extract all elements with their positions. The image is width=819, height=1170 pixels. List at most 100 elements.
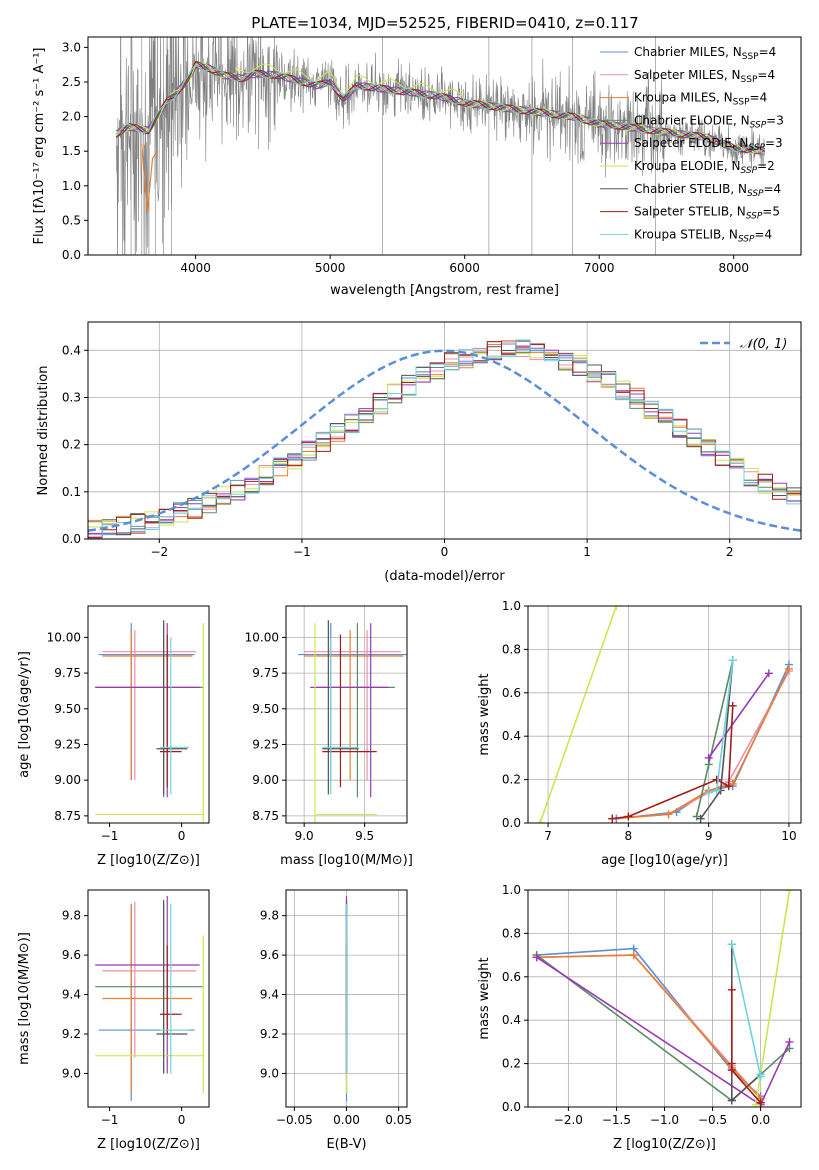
age-vs-mass-axes: 9.0 9.5 8.75 9.00 9.25 9.50 9.75 10.00 <box>245 606 407 843</box>
histogram-step <box>88 339 801 539</box>
x-tick-label: 0 <box>178 1113 186 1127</box>
weight-marker <box>612 606 621 610</box>
weight-vs-Z-xlabel: Z [log10(Z/Z⊙)] <box>613 1137 716 1152</box>
weight-marker <box>756 1070 765 1079</box>
x-tick-label: −2.0 <box>554 1113 583 1127</box>
legend-label: Salpeter STELIB, NSSP=5 <box>634 205 780 222</box>
age-vs-mass-xlabel: mass [log10(M/M⊙)] <box>280 853 413 868</box>
weight-marker <box>764 669 773 678</box>
x-tick-label: 9.5 <box>355 829 374 843</box>
y-tick-label: 0.0 <box>62 532 81 546</box>
x-tick-label: 10 <box>781 829 796 843</box>
y-tick-label: 9.50 <box>54 702 81 716</box>
weight-marker <box>629 951 638 960</box>
x-tick-label: −2 <box>150 545 168 559</box>
residuals-ylabel: Normed distribution <box>36 366 51 496</box>
weight-line <box>612 705 734 820</box>
x-tick-label: 0.05 <box>385 1113 412 1127</box>
mass-vs-ebv-axes: −0.05 0.00 0.05 9.0 9.2 9.4 9.6 9.8 <box>260 890 412 1127</box>
x-tick-label: 8000 <box>718 261 749 275</box>
model-dip <box>141 144 159 214</box>
x-tick-label: 5000 <box>315 261 346 275</box>
y-tick-label: 3.0 <box>62 40 81 54</box>
spectrum-xlabel: wavelength [Angstrom, rest frame] <box>330 283 559 298</box>
weight-marker <box>532 953 541 962</box>
x-tick-label: 2 <box>726 545 734 559</box>
mass-vs-ebv-frame <box>285 889 408 1108</box>
weight-vs-Z-plot-area <box>532 890 794 1107</box>
y-tick-label: 9.4 <box>62 988 81 1002</box>
weight-marker <box>785 890 794 894</box>
weight-marker <box>704 788 713 797</box>
y-tick-label: 9.2 <box>62 1027 81 1041</box>
weight-marker <box>727 940 736 949</box>
y-tick-label: 9.75 <box>54 666 81 680</box>
x-tick-label: 9 <box>705 829 713 843</box>
histogram-step <box>88 347 801 539</box>
mass-vs-Z-axes: −1 0 9.0 9.2 9.4 9.6 9.8 <box>62 909 186 1127</box>
legend-label: Salpeter ELODIE, NSSP=3 <box>634 136 783 153</box>
weight-line <box>755 890 791 1105</box>
weight-marker <box>728 779 737 788</box>
y-tick-label: 9.8 <box>62 909 81 923</box>
y-tick-label: 10.00 <box>47 630 81 644</box>
mass-vs-Z-plot-area <box>95 895 204 1102</box>
y-tick-label: 9.0 <box>260 1066 279 1080</box>
y-tick-label: 0.0 <box>502 1100 521 1114</box>
weight-vs-Z-ylabel: mass weight <box>477 957 492 1039</box>
y-tick-label: 9.6 <box>62 948 81 962</box>
weight-marker <box>608 814 617 823</box>
weight-marker <box>704 753 713 762</box>
y-tick-label: 9.25 <box>252 737 279 751</box>
weight-line <box>708 672 770 759</box>
spectrum-ylabel: Flux [fλ10⁻¹⁷ erg cm⁻² s⁻¹ A⁻¹] <box>32 48 47 245</box>
age-vs-mass-plot-area <box>298 620 407 823</box>
weight-marker <box>727 1066 736 1075</box>
weight-vs-age-plot-area <box>536 606 793 823</box>
model-line <box>116 62 765 154</box>
weight-marker <box>692 812 701 821</box>
weight-vs-age-frame <box>527 605 802 824</box>
weight-vs-age-ylabel: mass weight <box>477 673 492 755</box>
weight-marker <box>664 810 673 819</box>
x-tick-label: −0.05 <box>276 1113 313 1127</box>
weight-marker <box>624 812 633 821</box>
age-vs-Z-frame <box>87 605 210 824</box>
y-tick-label: 0.8 <box>502 642 521 656</box>
weight-line <box>536 954 762 1103</box>
y-tick-label: 9.50 <box>252 702 279 716</box>
spectrum-frame <box>87 36 802 256</box>
x-tick-label: 0.0 <box>751 1113 770 1127</box>
y-tick-label: 0.3 <box>62 390 81 404</box>
weight-marker <box>751 1100 760 1107</box>
y-tick-label: 0.5 <box>62 213 81 227</box>
y-tick-label: 0.4 <box>502 1013 521 1027</box>
legend-label: Salpeter MILES, NSSP=4 <box>634 68 775 85</box>
legend-label: Chabrier MILES, NSSP=4 <box>634 45 776 62</box>
weight-marker <box>712 786 721 795</box>
weight-marker <box>728 701 737 710</box>
weight-marker <box>727 985 736 994</box>
weight-marker <box>728 656 737 665</box>
x-tick-label: 8 <box>625 829 633 843</box>
age-vs-Z-plot-area <box>95 620 204 823</box>
weight-marker <box>724 782 733 791</box>
y-tick-label: 9.8 <box>260 909 279 923</box>
x-tick-label: 0 <box>441 545 449 559</box>
y-tick-label: 9.4 <box>260 988 279 1002</box>
plots-layer: 4000 5000 6000 7000 80000.00.51.01.52.02.53.… <box>17 36 802 1152</box>
legend-label: Chabrier STELIB, NSSP=4 <box>634 182 781 199</box>
age-vs-Z-ylabel: age [log10(age/yr)] <box>17 651 32 778</box>
age-vs-Z-axes: −1 0 8.75 9.00 9.25 9.50 9.75 10.00 <box>47 630 186 843</box>
x-tick-label: 7000 <box>584 261 615 275</box>
weight-marker <box>712 775 721 784</box>
spectrum-axes: 4000 5000 6000 7000 8000 0.0 0.5 1.0 1.5 2.0 2.5 3.… <box>62 40 749 275</box>
legend-label: Kroupa MILES, NSSP=4 <box>634 91 767 108</box>
observed-spectrum <box>116 37 765 255</box>
x-tick-label: −1.5 <box>602 1113 631 1127</box>
y-tick-label: 9.00 <box>54 773 81 787</box>
y-tick-label: 0.4 <box>62 343 81 357</box>
y-tick-label: 1.0 <box>502 599 521 613</box>
y-tick-label: 8.75 <box>54 809 81 823</box>
